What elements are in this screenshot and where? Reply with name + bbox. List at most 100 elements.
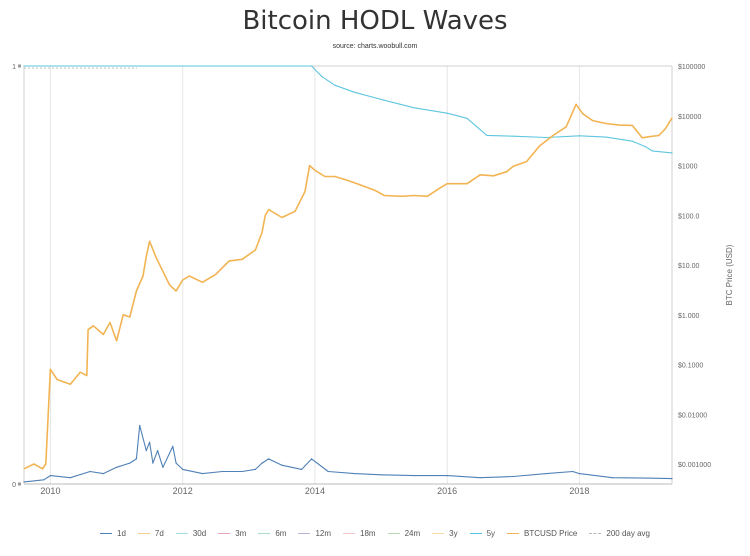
legend-label: 1d xyxy=(117,529,126,538)
data-point xyxy=(142,275,144,277)
y-right-axis-label: BTC Price (USD) xyxy=(725,244,734,305)
legend-item[interactable]: 5y xyxy=(469,529,495,538)
data-point xyxy=(41,468,44,470)
data-point xyxy=(109,321,111,324)
data-point xyxy=(254,468,256,470)
y-right-tick-label: $1.000 xyxy=(678,313,700,320)
data-point xyxy=(671,117,673,119)
data-point xyxy=(228,260,230,262)
data-point xyxy=(578,135,581,137)
data-point xyxy=(413,194,415,197)
data-point xyxy=(539,145,541,147)
legend-swatch xyxy=(507,533,520,534)
data-point xyxy=(129,462,131,464)
data-point xyxy=(592,120,594,122)
legend-label: 12m xyxy=(315,529,331,538)
data-point xyxy=(347,179,349,182)
legend-item[interactable]: 3y xyxy=(432,529,458,538)
data-point xyxy=(79,371,81,373)
legend-item[interactable]: 12m xyxy=(298,529,331,538)
data-point xyxy=(201,281,204,283)
legend-item[interactable]: 3m xyxy=(218,529,246,538)
data-point xyxy=(413,107,415,109)
data-point xyxy=(49,368,52,370)
y-left-tick-label: 0 xyxy=(12,482,16,489)
data-point xyxy=(466,183,468,185)
data-point xyxy=(157,450,159,452)
data-point xyxy=(648,136,650,138)
x-tick-label: 2016 xyxy=(437,486,457,496)
data-point xyxy=(380,98,382,100)
data-point xyxy=(87,329,89,331)
legend-swatch xyxy=(387,533,400,534)
data-point xyxy=(446,112,448,114)
data-point xyxy=(135,458,137,460)
data-point xyxy=(162,466,164,468)
legend-swatch xyxy=(100,533,113,534)
data-point xyxy=(69,477,71,479)
x-tick-label: 2014 xyxy=(305,486,325,496)
data-point xyxy=(268,209,270,211)
data-point xyxy=(575,103,577,105)
legend-item[interactable]: BTCUSD Price xyxy=(507,529,577,538)
data-point xyxy=(334,175,336,178)
data-point xyxy=(23,67,25,69)
data-point xyxy=(605,136,607,138)
legend-item[interactable]: 18m xyxy=(343,529,376,538)
data-point xyxy=(172,445,174,447)
legend-item[interactable]: 6m xyxy=(258,529,286,538)
data-point xyxy=(545,136,548,139)
legend: 1d 7d 30d 3m 6m 12m 18m 24m 3y 5y BTCUSD Price 200 … xyxy=(0,529,750,538)
data-point xyxy=(373,189,375,191)
data-point xyxy=(182,279,184,281)
data-point xyxy=(264,214,266,216)
data-point xyxy=(122,314,124,316)
data-point xyxy=(23,65,25,67)
data-point xyxy=(43,479,45,481)
data-point xyxy=(324,175,326,178)
data-point xyxy=(89,470,91,473)
data-point xyxy=(446,475,448,477)
data-point xyxy=(565,126,567,128)
y-left-tick-label: 1 xyxy=(12,64,16,71)
data-point xyxy=(241,470,243,473)
data-point xyxy=(479,174,481,176)
chart-title: Bitcoin HODL Waves xyxy=(242,6,508,36)
legend-item[interactable]: 200 day avg xyxy=(589,529,650,538)
data-point xyxy=(215,273,217,275)
data-point xyxy=(129,316,131,318)
data-point xyxy=(354,91,356,93)
legend-label: 200 day avg xyxy=(606,529,650,538)
data-point xyxy=(69,383,71,385)
data-point xyxy=(86,374,88,377)
data-point xyxy=(188,275,190,277)
chart-subtitle: source: charts.woobull.com xyxy=(332,43,418,50)
legend-item[interactable]: 1d xyxy=(100,529,126,538)
legend-item[interactable]: 7d xyxy=(137,529,164,538)
data-point xyxy=(631,140,633,142)
data-point xyxy=(281,464,283,466)
x-tick-label: 2018 xyxy=(569,486,589,496)
data-point xyxy=(168,284,171,286)
series-line-1d xyxy=(23,424,673,483)
legend-label: 18m xyxy=(360,529,376,538)
data-point xyxy=(149,240,151,242)
data-point xyxy=(23,481,25,483)
data-point xyxy=(268,458,270,460)
x-tick-label: 2012 xyxy=(173,486,193,496)
data-point xyxy=(241,258,243,260)
data-point xyxy=(221,470,223,473)
y-right-tick-label: $10.00 xyxy=(678,263,700,270)
data-point xyxy=(102,473,104,475)
data-point xyxy=(175,290,177,292)
data-point xyxy=(545,473,548,475)
legend-label: 6m xyxy=(275,529,287,538)
legend-item[interactable]: 30d xyxy=(175,529,206,538)
data-point xyxy=(201,473,204,475)
y-right-tick-label: $100.0 xyxy=(678,213,700,220)
legend-item[interactable]: 24m xyxy=(387,529,420,538)
y-right-tick-label: $0.001000 xyxy=(678,462,711,469)
data-point xyxy=(651,150,653,152)
